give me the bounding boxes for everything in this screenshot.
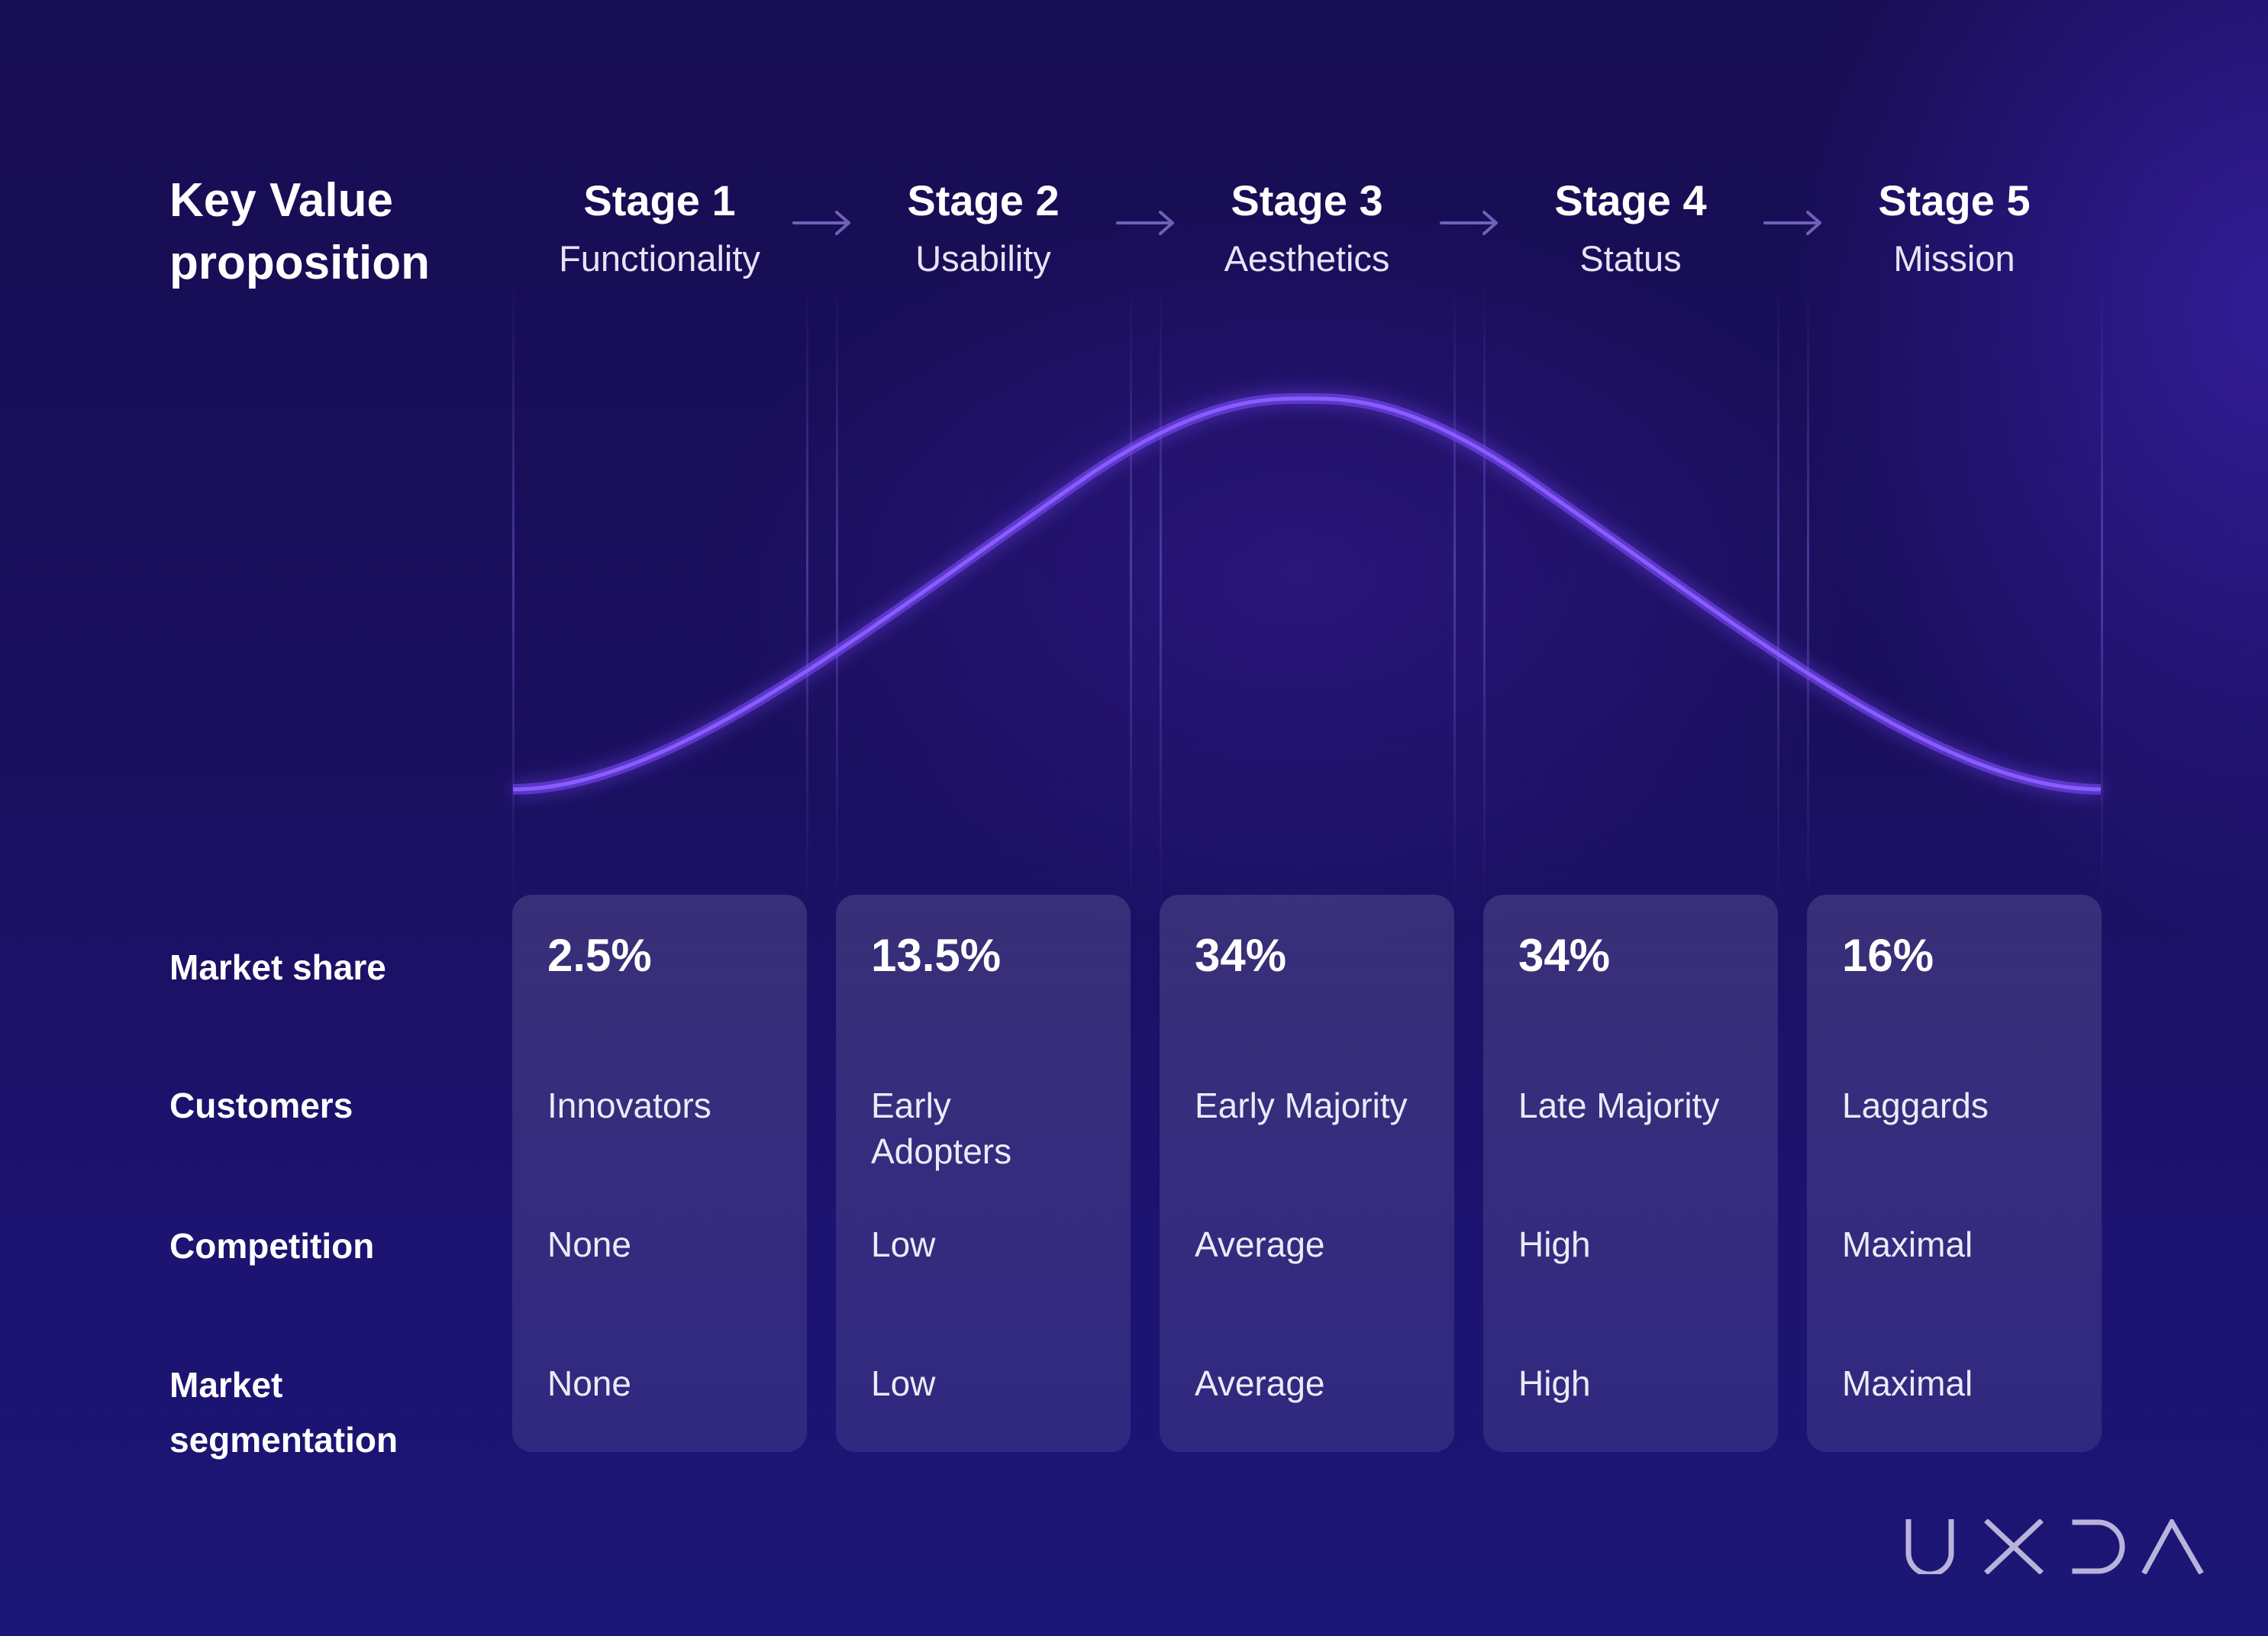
stage-header-5: Stage 5 Mission xyxy=(1807,173,2102,282)
arrow-right-icon xyxy=(792,211,850,235)
competition-value: Maximal xyxy=(1842,1225,1973,1264)
uxda-logo xyxy=(1905,1519,2204,1574)
stage-divider-line xyxy=(806,282,808,908)
stage-title: Stage 5 xyxy=(1878,176,2031,224)
stage-subtitle: Status xyxy=(1579,238,1682,279)
arrow-right-icon xyxy=(1116,211,1174,235)
customers-value: Innovators xyxy=(547,1086,711,1125)
stage-title: Stage 2 xyxy=(907,176,1060,224)
segmentation-value: None xyxy=(547,1363,631,1403)
arrow-right-icon xyxy=(1763,211,1821,235)
stage-divider-line xyxy=(512,282,515,908)
market-share-value: 2.5% xyxy=(547,930,652,981)
stage-card-2: 13.5% Early Adopters Low Low xyxy=(836,895,1131,1452)
key-value-title: Key Value proposition xyxy=(169,174,430,289)
customers-value: Late Majority xyxy=(1518,1086,1720,1125)
row-label-competition: Competition xyxy=(169,1226,375,1266)
competition-value: Low xyxy=(871,1225,936,1264)
stage-divider-line xyxy=(1483,282,1486,908)
stage-header-2: Stage 2 Usability xyxy=(836,173,1131,282)
stage-title: Stage 3 xyxy=(1231,176,1383,224)
row-label-customers: Customers xyxy=(169,1086,353,1125)
stage-divider-line xyxy=(1807,282,1809,908)
stage-card-5: 16% Laggards Maximal Maximal xyxy=(1807,895,2102,1452)
row-label-market-segmentation: Market segmentation xyxy=(169,1365,398,1460)
stage-divider-line xyxy=(836,282,838,908)
customers-value: Early Majority xyxy=(1195,1086,1408,1125)
stage-subtitle: Usability xyxy=(915,238,1051,279)
stage-card-4: 34% Late Majority High High xyxy=(1483,895,1778,1452)
stage-divider-line xyxy=(1130,282,1132,908)
segmentation-value: Low xyxy=(871,1363,936,1403)
competition-value: High xyxy=(1518,1225,1591,1264)
stage-card-3: 34% Early Majority Average Average xyxy=(1160,895,1454,1452)
stage-title: Stage 1 xyxy=(583,176,736,224)
stage-card-1: 2.5% Innovators None None xyxy=(512,895,807,1452)
segmentation-value: Maximal xyxy=(1842,1363,1973,1403)
bell-curve-glow xyxy=(512,392,2102,795)
segmentation-value: Average xyxy=(1195,1363,1325,1403)
bell-curve-line xyxy=(512,396,2102,792)
adoption-bell-curve xyxy=(512,392,2102,795)
competition-value: Average xyxy=(1195,1225,1325,1264)
stage-header-4: Stage 4 Status xyxy=(1483,173,1778,282)
stage-subtitle: Functionality xyxy=(559,238,760,279)
stage-divider-line xyxy=(1453,282,1456,908)
customers-value: Early Adopters xyxy=(871,1086,1012,1171)
arrow-right-icon xyxy=(1440,211,1498,235)
stage-subtitle: Mission xyxy=(1893,238,2015,279)
stage-title: Stage 4 xyxy=(1554,176,1707,224)
stage-header-3: Stage 3 Aesthetics xyxy=(1160,173,1454,282)
customers-value: Laggards xyxy=(1842,1086,1989,1125)
market-share-value: 34% xyxy=(1195,930,1287,981)
segmentation-value: High xyxy=(1518,1363,1591,1403)
stage-header-1: Stage 1 Functionality xyxy=(512,173,807,282)
market-share-value: 13.5% xyxy=(871,930,1002,981)
market-share-value: 34% xyxy=(1518,930,1611,981)
competition-value: None xyxy=(547,1225,631,1264)
stage-divider-line xyxy=(1160,282,1162,908)
row-label-market-share: Market share xyxy=(169,947,386,987)
stage-divider-line xyxy=(2101,282,2103,908)
stage-subtitle: Aesthetics xyxy=(1224,238,1390,279)
market-share-value: 16% xyxy=(1842,930,1934,981)
stage-divider-line xyxy=(1777,282,1779,908)
